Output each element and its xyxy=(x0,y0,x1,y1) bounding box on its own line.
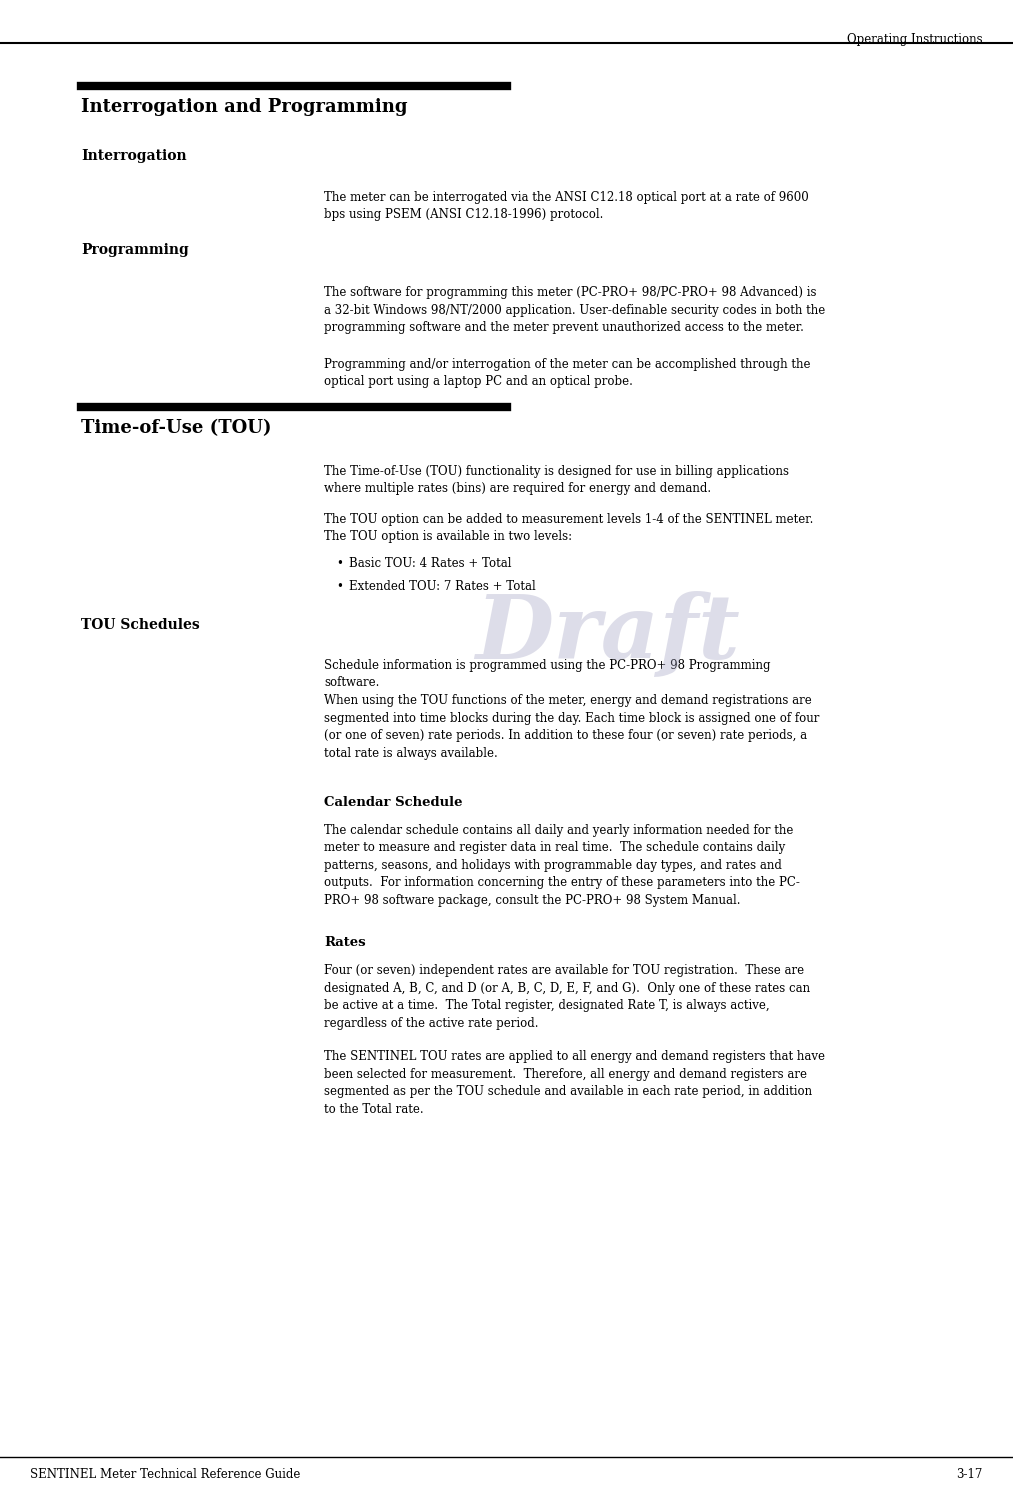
Text: Schedule information is programmed using the PC-PRO+ 98 Programming
software.: Schedule information is programmed using… xyxy=(324,659,771,688)
Text: The TOU option can be added to measurement levels 1-4 of the SENTINEL meter.
The: The TOU option can be added to measureme… xyxy=(324,513,813,542)
Text: Time-of-Use (TOU): Time-of-Use (TOU) xyxy=(81,419,271,437)
Text: •: • xyxy=(336,580,343,593)
Text: The calendar schedule contains all daily and yearly information needed for the
m: The calendar schedule contains all daily… xyxy=(324,824,800,907)
Text: Rates: Rates xyxy=(324,936,366,949)
Text: Basic TOU: 4 Rates + Total: Basic TOU: 4 Rates + Total xyxy=(349,557,512,571)
Text: 3-17: 3-17 xyxy=(956,1468,983,1481)
Text: The Time-of-Use (TOU) functionality is designed for use in billing applications
: The Time-of-Use (TOU) functionality is d… xyxy=(324,465,789,495)
Text: Interrogation: Interrogation xyxy=(81,149,186,162)
Text: The meter can be interrogated via the ANSI C12.18 optical port at a rate of 9600: The meter can be interrogated via the AN… xyxy=(324,191,809,221)
Text: •: • xyxy=(336,557,343,571)
Text: Interrogation and Programming: Interrogation and Programming xyxy=(81,98,407,116)
Text: Programming: Programming xyxy=(81,243,188,256)
Text: The software for programming this meter (PC-PRO+ 98/PC-PRO+ 98 Advanced) is
a 32: The software for programming this meter … xyxy=(324,286,826,334)
Text: Four (or seven) independent rates are available for TOU registration.  These are: Four (or seven) independent rates are av… xyxy=(324,964,810,1030)
Text: SENTINEL Meter Technical Reference Guide: SENTINEL Meter Technical Reference Guide xyxy=(30,1468,301,1481)
Text: Programming and/or interrogation of the meter can be accomplished through the
op: Programming and/or interrogation of the … xyxy=(324,358,810,387)
Text: Extended TOU: 7 Rates + Total: Extended TOU: 7 Rates + Total xyxy=(349,580,536,593)
Text: When using the TOU functions of the meter, energy and demand registrations are
s: When using the TOU functions of the mete… xyxy=(324,694,820,760)
Text: The SENTINEL TOU rates are applied to all energy and demand registers that have
: The SENTINEL TOU rates are applied to al… xyxy=(324,1050,826,1116)
Text: TOU Schedules: TOU Schedules xyxy=(81,618,200,632)
Text: Calendar Schedule: Calendar Schedule xyxy=(324,796,463,809)
Text: Operating Instructions: Operating Instructions xyxy=(847,33,983,46)
Text: Draft: Draft xyxy=(475,590,741,676)
